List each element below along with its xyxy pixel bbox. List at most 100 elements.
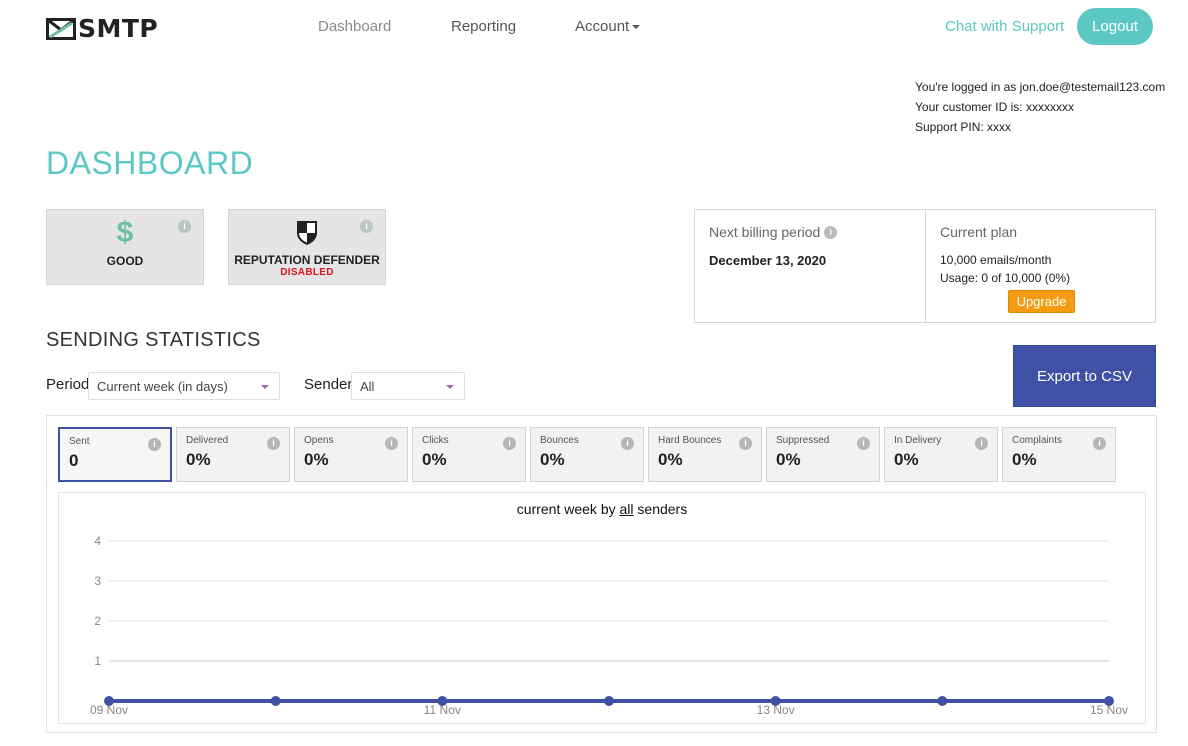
- stat-card-sent[interactable]: Sent 0 i: [58, 427, 172, 482]
- stat-name: In Delivery: [894, 435, 942, 446]
- info-icon[interactable]: i: [267, 437, 280, 450]
- dollar-icon: $: [116, 216, 134, 249]
- data-point: [604, 696, 614, 706]
- logo-text: SMTP: [78, 14, 159, 43]
- stat-name: Delivered: [186, 435, 229, 446]
- plan-usage: Usage: 0 of 10,000 (0%): [940, 271, 1071, 285]
- stat-card-hard-bounces[interactable]: Hard Bounces 0% i: [648, 427, 762, 482]
- status-tile-good-label: GOOD: [106, 254, 144, 268]
- dropdown-arrow-icon: [261, 385, 269, 389]
- support-pin: xxxx: [987, 120, 1012, 134]
- support-pin-prefix: Support PIN:: [915, 120, 984, 134]
- info-icon[interactable]: i: [385, 437, 398, 450]
- y-tick-label: 3: [94, 574, 101, 588]
- info-icon[interactable]: i: [1093, 437, 1106, 450]
- data-point: [770, 696, 781, 706]
- user-info: You're logged in as jon.doe@testemail123…: [915, 77, 1165, 137]
- stat-value: 0: [69, 451, 79, 470]
- y-tick-label: 2: [94, 614, 101, 628]
- customer-id-prefix: Your customer ID is:: [915, 100, 1023, 114]
- customer-id: xxxxxxxx: [1025, 100, 1074, 114]
- export-csv-button[interactable]: Export to CSV: [1013, 345, 1156, 407]
- data-point: [437, 696, 448, 706]
- info-icon[interactable]: i: [975, 437, 988, 450]
- info-icon[interactable]: i: [857, 437, 870, 450]
- info-icon[interactable]: i: [178, 220, 191, 233]
- stat-card-bounces[interactable]: Bounces 0% i: [530, 427, 644, 482]
- stat-card-suppressed[interactable]: Suppressed 0% i: [766, 427, 880, 482]
- page-title: DASHBOARD: [46, 145, 254, 181]
- stat-name: Opens: [304, 435, 334, 446]
- reputation-defender-label: REPUTATION DEFENDER: [234, 253, 380, 267]
- stat-card-clicks[interactable]: Clicks 0% i: [412, 427, 526, 482]
- stat-value: 0%: [1012, 450, 1037, 469]
- stat-name: Clicks: [422, 435, 449, 446]
- chat-support-link[interactable]: Chat with Support: [945, 18, 1065, 35]
- nav-account-label: Account: [575, 18, 630, 35]
- x-tick-label: 13 Nov: [757, 703, 795, 717]
- stat-card-in-delivery[interactable]: In Delivery 0% i: [884, 427, 998, 482]
- period-select[interactable]: Current week (in days): [88, 372, 280, 400]
- stat-name: Suppressed: [776, 435, 830, 446]
- x-tick-label: 15 Nov: [1090, 703, 1128, 717]
- y-tick-label: 1: [94, 654, 101, 668]
- stat-name: Hard Bounces: [658, 435, 722, 446]
- current-plan-section: Current plan 10,000 emails/month Usage: …: [926, 210, 1089, 322]
- sender-select[interactable]: All: [351, 372, 465, 400]
- logged-in-line: You're logged in as jon.doe@testemail123…: [915, 77, 1165, 97]
- shield-icon: [297, 221, 317, 245]
- stat-card-complaints[interactable]: Complaints 0% i: [1002, 427, 1116, 482]
- reputation-defender-status: DISABLED: [280, 267, 334, 278]
- data-point: [270, 696, 281, 706]
- sender-label: Sender: [304, 376, 353, 393]
- customer-id-line: Your customer ID is: xxxxxxxx: [915, 97, 1165, 117]
- x-tick-label: 11 Nov: [424, 703, 461, 717]
- status-tile-good[interactable]: $ GOOD i: [46, 209, 204, 285]
- stat-value: 0%: [186, 450, 211, 469]
- stat-value: 0%: [540, 450, 565, 469]
- upgrade-button[interactable]: Upgrade: [1008, 290, 1075, 313]
- dropdown-arrow-icon: [446, 385, 454, 389]
- chart-container: current week by all senders 1 2 3 4 09 Nov 11…: [58, 492, 1146, 724]
- logout-button[interactable]: Logout: [1077, 8, 1153, 45]
- current-plan-label: Current plan: [940, 224, 1018, 240]
- support-pin-line: Support PIN: xxxx: [915, 117, 1165, 137]
- stats-panel: Sent 0 i Delivered 0% i Opens 0% i Click…: [46, 415, 1157, 733]
- chart-title-prefix: current week by: [516, 501, 620, 517]
- stat-name: Complaints: [1012, 435, 1063, 446]
- sending-statistics-title: SENDING STATISTICS: [46, 329, 261, 351]
- next-billing-date: December 13, 2020: [709, 253, 827, 268]
- nav-dashboard[interactable]: Dashboard: [318, 18, 392, 35]
- sender-select-value: All: [360, 379, 375, 394]
- next-billing-section: Next billing period i December 13, 2020: [695, 210, 926, 322]
- nav-account[interactable]: Account: [575, 18, 641, 35]
- stat-value: 0%: [304, 450, 329, 469]
- info-icon[interactable]: i: [148, 438, 161, 451]
- chart-title-all-link[interactable]: all: [619, 501, 634, 517]
- logo[interactable]: SMTP: [46, 14, 158, 43]
- x-tick-label: 09 Nov: [90, 703, 128, 717]
- nav-reporting[interactable]: Reporting: [451, 18, 517, 35]
- stat-card-opens[interactable]: Opens 0% i: [294, 427, 408, 482]
- info-icon[interactable]: i: [503, 437, 516, 450]
- line-chart: 1 2 3 4 09 Nov 11 Nov 13 Nov 15 Nov: [90, 534, 1128, 717]
- data-point: [937, 696, 948, 706]
- next-billing-label: Next billing period: [709, 224, 821, 240]
- stat-value: 0%: [658, 450, 683, 469]
- stat-name: Sent: [69, 436, 90, 447]
- stat-name: Bounces: [540, 435, 579, 446]
- stat-value: 0%: [894, 450, 919, 469]
- envelope-logo-icon: [46, 17, 76, 40]
- stat-card-delivered[interactable]: Delivered 0% i: [176, 427, 290, 482]
- info-icon[interactable]: i: [824, 225, 838, 239]
- user-email: jon.doe@testemail123.com: [1019, 80, 1166, 94]
- next-billing-header: Next billing period i: [709, 224, 911, 240]
- info-icon[interactable]: i: [621, 437, 634, 450]
- y-tick-label: 4: [94, 534, 101, 548]
- data-point: [104, 696, 114, 706]
- info-icon[interactable]: i: [739, 437, 752, 450]
- period-select-value: Current week (in days): [97, 379, 228, 394]
- info-icon[interactable]: i: [360, 220, 373, 233]
- status-tile-reputation-defender[interactable]: REPUTATION DEFENDER DISABLED i: [228, 209, 386, 285]
- chart-title: current week by all senders: [59, 501, 1145, 517]
